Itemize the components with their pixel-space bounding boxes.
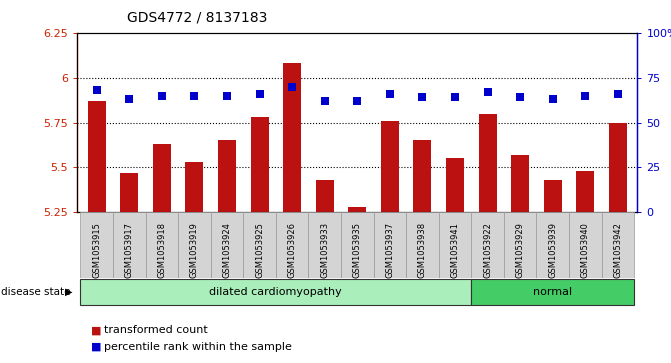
Point xyxy=(287,83,297,89)
Bar xyxy=(276,212,309,278)
Bar xyxy=(544,180,562,212)
Text: ■: ■ xyxy=(91,342,101,352)
Bar xyxy=(406,212,439,278)
Bar xyxy=(446,159,464,212)
Bar xyxy=(88,101,105,212)
Text: GSM1053937: GSM1053937 xyxy=(385,222,395,278)
Point xyxy=(515,94,525,100)
Point xyxy=(384,91,395,97)
Text: GSM1053935: GSM1053935 xyxy=(353,222,362,278)
Point xyxy=(91,87,102,93)
Text: GSM1053926: GSM1053926 xyxy=(288,222,297,278)
Text: GSM1053929: GSM1053929 xyxy=(516,222,525,278)
Point xyxy=(221,93,232,98)
Bar xyxy=(113,212,146,278)
Bar xyxy=(316,180,333,212)
Text: transformed count: transformed count xyxy=(104,325,208,335)
Bar xyxy=(478,114,497,212)
Bar xyxy=(81,279,471,305)
Bar xyxy=(218,140,236,212)
Bar xyxy=(185,162,203,212)
Bar xyxy=(569,212,602,278)
Bar xyxy=(537,212,569,278)
Text: GSM1053938: GSM1053938 xyxy=(418,222,427,278)
Point xyxy=(352,98,362,104)
Text: GSM1053939: GSM1053939 xyxy=(548,222,557,278)
Point xyxy=(613,91,623,97)
Text: percentile rank within the sample: percentile rank within the sample xyxy=(104,342,292,352)
Point xyxy=(580,93,590,98)
Bar xyxy=(413,140,431,212)
Bar xyxy=(244,212,276,278)
Text: GSM1053940: GSM1053940 xyxy=(581,222,590,278)
Point xyxy=(254,91,265,97)
Bar xyxy=(511,155,529,212)
Bar xyxy=(153,144,171,212)
Text: GSM1053922: GSM1053922 xyxy=(483,222,492,278)
Bar xyxy=(602,212,634,278)
Bar xyxy=(609,123,627,212)
Text: dilated cardiomyopathy: dilated cardiomyopathy xyxy=(209,287,342,297)
Point xyxy=(156,93,167,98)
Text: disease state: disease state xyxy=(1,287,71,297)
Text: GSM1053941: GSM1053941 xyxy=(450,222,460,278)
Text: GSM1053942: GSM1053942 xyxy=(613,222,623,278)
Text: GDS4772 / 8137183: GDS4772 / 8137183 xyxy=(127,11,268,25)
Bar xyxy=(471,279,634,305)
Point xyxy=(189,93,200,98)
Text: GSM1053933: GSM1053933 xyxy=(320,222,329,278)
Bar xyxy=(309,212,341,278)
Bar xyxy=(381,121,399,212)
Text: normal: normal xyxy=(533,287,572,297)
Point xyxy=(450,94,460,100)
Bar xyxy=(576,171,595,212)
Text: GSM1053915: GSM1053915 xyxy=(92,222,101,278)
Bar xyxy=(471,212,504,278)
Bar xyxy=(81,212,113,278)
Bar xyxy=(439,212,471,278)
Bar xyxy=(341,212,374,278)
Bar xyxy=(348,207,366,212)
Text: ■: ■ xyxy=(91,325,101,335)
Point xyxy=(417,94,428,100)
Text: GSM1053919: GSM1053919 xyxy=(190,222,199,278)
Text: ▶: ▶ xyxy=(65,287,72,297)
Bar xyxy=(211,212,244,278)
Text: GSM1053918: GSM1053918 xyxy=(158,222,166,278)
Bar xyxy=(374,212,406,278)
Bar xyxy=(283,63,301,212)
Text: GSM1053925: GSM1053925 xyxy=(255,222,264,278)
Point xyxy=(124,96,135,102)
Bar xyxy=(504,212,537,278)
Text: GSM1053917: GSM1053917 xyxy=(125,222,134,278)
Bar xyxy=(178,212,211,278)
Point xyxy=(319,98,330,104)
Point xyxy=(482,89,493,95)
Point xyxy=(548,96,558,102)
Bar xyxy=(120,173,138,212)
Bar xyxy=(146,212,178,278)
Text: GSM1053924: GSM1053924 xyxy=(223,222,231,278)
Bar xyxy=(251,117,268,212)
